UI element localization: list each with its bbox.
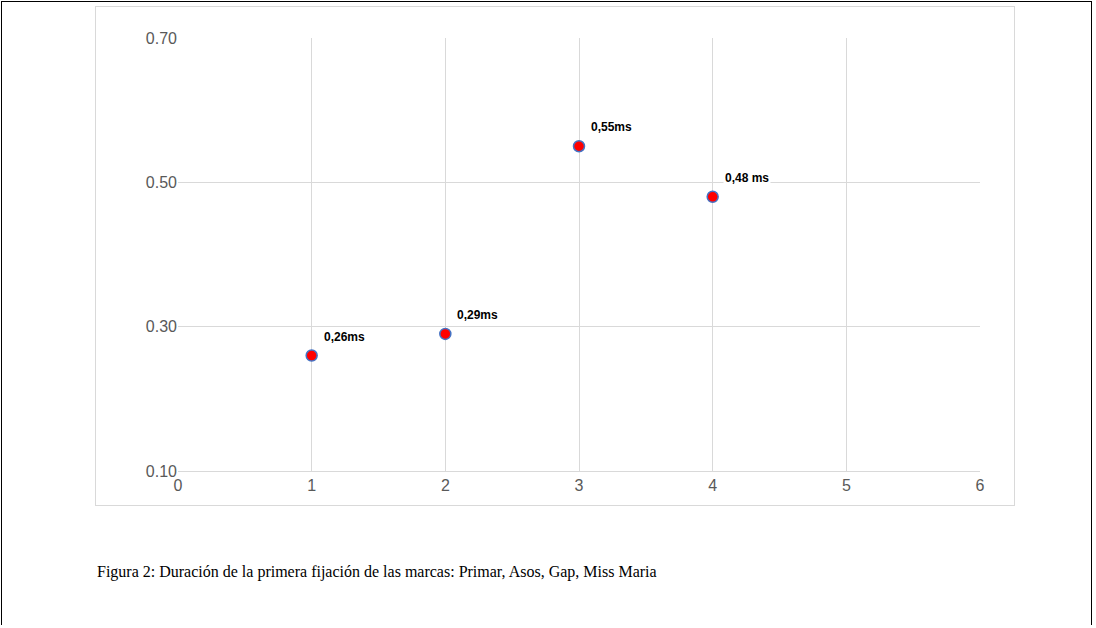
svg-text:0,29ms: 0,29ms — [457, 308, 498, 322]
svg-text:0.70: 0.70 — [146, 30, 177, 47]
svg-text:0,26ms: 0,26ms — [324, 330, 365, 344]
html-text:Figura 2: Duración de la prime: Figura 2: Duración de la primera fijació… — [97, 563, 657, 580]
svg-text:3: 3 — [575, 477, 584, 494]
svg-text:2: 2 — [441, 477, 450, 494]
svg-text:5: 5 — [842, 477, 851, 494]
svg-text:6: 6 — [976, 477, 985, 494]
svg-text:4: 4 — [708, 477, 717, 494]
svg-text:0: 0 — [174, 477, 183, 494]
svg-text:0.30: 0.30 — [146, 318, 177, 335]
svg-text:0,48 ms: 0,48 ms — [725, 171, 769, 185]
svg-text:0,55ms: 0,55ms — [591, 120, 632, 134]
svg-text:1: 1 — [307, 477, 316, 494]
svg-text:0.10: 0.10 — [146, 463, 177, 480]
svg-text:0.50: 0.50 — [146, 174, 177, 191]
